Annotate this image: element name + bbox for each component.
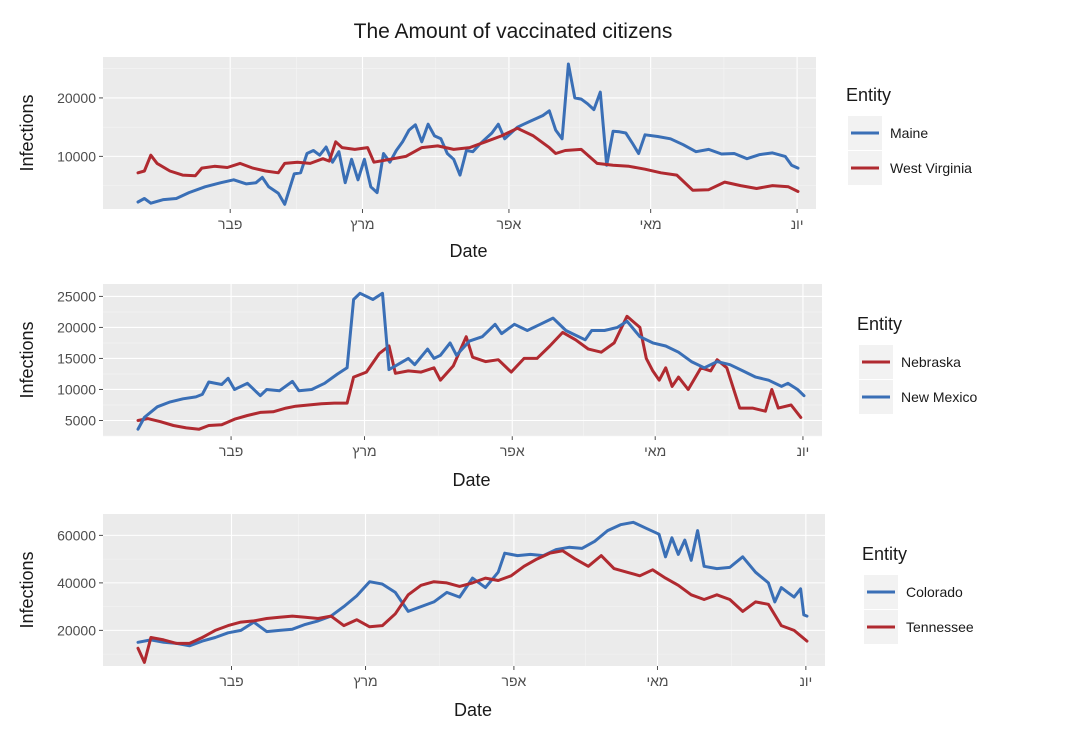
y-tick-label: 10000 (57, 148, 96, 164)
y-tick-label: 25000 (57, 288, 96, 304)
x-tick-label: אפר (500, 443, 525, 459)
series-line-colorado (136, 520, 809, 648)
legend: Entity Nebraska New Mexico (857, 314, 977, 414)
legend-label: West Virginia (890, 160, 972, 176)
legend: Entity Maine West Virginia (846, 85, 972, 185)
y-tick-label: 20000 (57, 622, 96, 638)
panel-3: פבר מרץ אפר מאי יונ 20000 40000 60000 Date Infect… (17, 514, 974, 720)
y-axis-title: Infections (17, 321, 37, 398)
x-tick-label: יונ (791, 216, 804, 232)
panel-2: פבר מרץ אפר מאי יונ 5000 10000 15000 20000 25000 D… (17, 284, 977, 490)
x-axis-title: Date (449, 241, 487, 261)
x-tick-label: מרץ (352, 443, 376, 459)
x-tick-label: מאי (640, 216, 662, 232)
y-tick-label: 60000 (57, 527, 96, 543)
y-tick-label: 20000 (57, 90, 96, 106)
x-axis-title: Date (454, 700, 492, 720)
x-tick-label: פבר (219, 673, 243, 689)
legend-label: Colorado (906, 584, 963, 600)
y-tick-label: 10000 (57, 381, 96, 397)
x-tick-label: אפר (497, 216, 522, 232)
y-tick-label: 20000 (57, 319, 96, 335)
y-tick-label: 5000 (65, 412, 96, 428)
series-line-maine (136, 62, 800, 206)
legend-title: Entity (846, 85, 891, 105)
x-tick-label: פבר (218, 216, 242, 232)
y-axis-title: Infections (17, 94, 37, 171)
x-tick-label: מרץ (350, 216, 374, 232)
x-tick-label: פבר (219, 443, 243, 459)
x-tick-label: יונ (797, 443, 810, 459)
y-tick-label: 15000 (57, 350, 96, 366)
x-tick-label: אפר (501, 673, 526, 689)
x-tick-label: מרץ (353, 673, 377, 689)
x-tick-label: יונ (799, 673, 812, 689)
y-tick-label: 40000 (57, 575, 96, 591)
legend-label: New Mexico (901, 389, 977, 405)
y-axis-title: Infections (17, 551, 37, 628)
panel-1: פבר מרץ אפר מאי יונ 10000 20000 Date Infections E… (17, 57, 972, 261)
series-line-new-mexico (136, 291, 806, 431)
legend-title: Entity (857, 314, 902, 334)
x-tick-label: מאי (644, 443, 666, 459)
chart-title: The Amount of vaccinated citizens (354, 20, 673, 43)
series-line-tennessee (136, 549, 809, 664)
x-axis-title: Date (452, 470, 490, 490)
legend-label: Maine (890, 125, 928, 141)
series-line-west-virginia (136, 126, 800, 193)
legend-label: Nebraska (901, 354, 961, 370)
panel-background (103, 284, 822, 436)
chart-panels: פבר מרץ אפר מאי יונ 10000 20000 Date Infections E… (17, 57, 977, 720)
legend-title: Entity (862, 544, 907, 564)
legend: Entity Colorado Tennessee (862, 544, 974, 644)
x-tick-label: מאי (646, 673, 668, 689)
legend-label: Tennessee (906, 619, 974, 635)
